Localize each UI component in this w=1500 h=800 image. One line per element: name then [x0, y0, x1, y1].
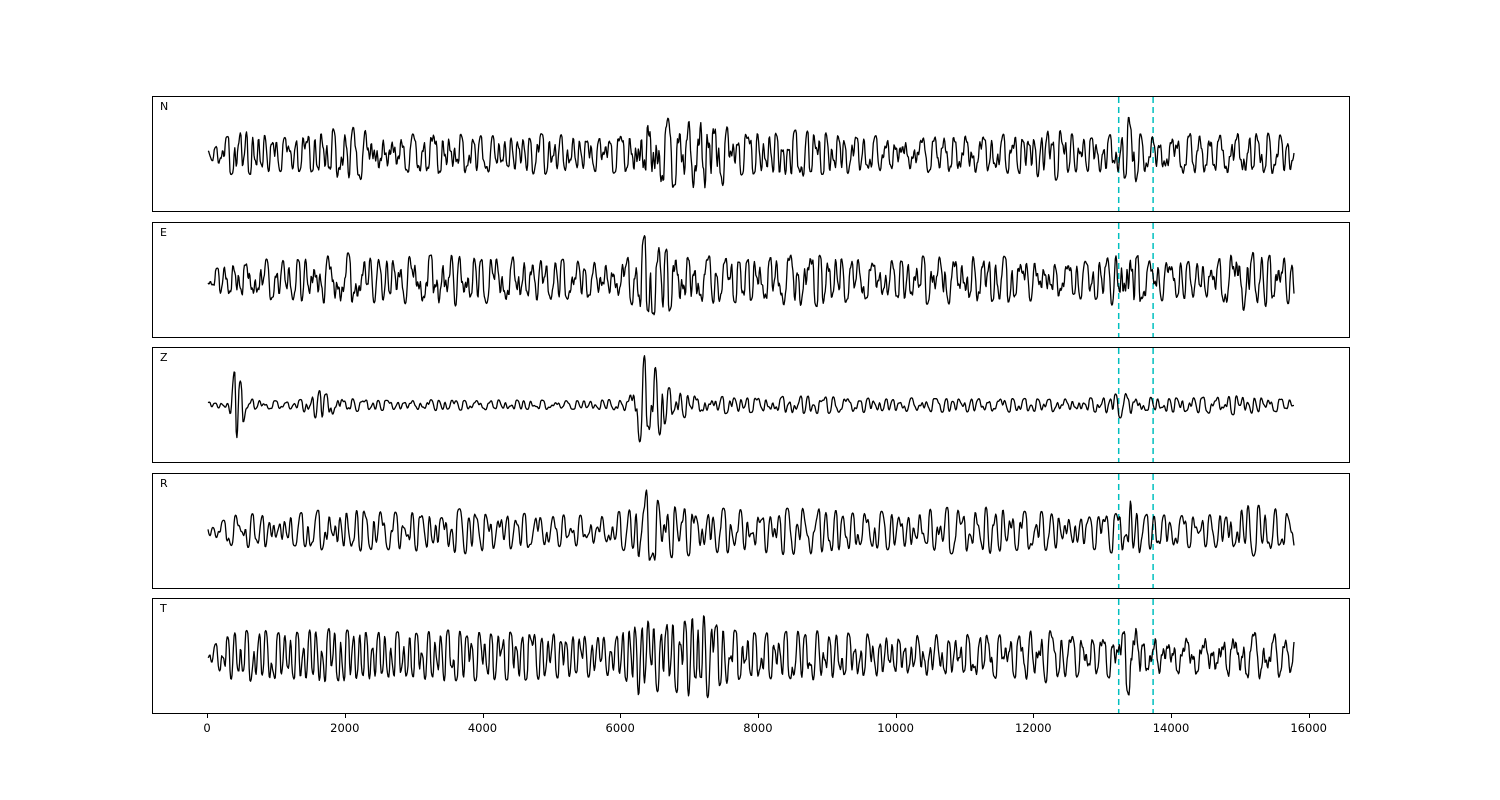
- trace-panel-Z: Z: [152, 347, 1350, 463]
- x-tick: [207, 714, 209, 718]
- trace-plot-area: [207, 223, 1295, 337]
- x-tick: [895, 714, 897, 718]
- panel-label: N: [160, 100, 169, 113]
- trace-panel-R: R: [152, 473, 1350, 589]
- waveform-trace: [207, 615, 1295, 699]
- x-tick-label: 2000: [330, 721, 360, 735]
- x-tick: [1171, 714, 1172, 718]
- x-tick-label: 6000: [605, 721, 635, 735]
- panel-label: Z: [160, 351, 168, 364]
- x-tick-label: 10000: [877, 721, 914, 735]
- trace-panel-T: T: [152, 598, 1350, 714]
- trace-panel-N: N: [152, 96, 1350, 212]
- trace-plot-area: [207, 348, 1294, 462]
- waveform-trace: [207, 235, 1295, 316]
- waveform-trace: [207, 116, 1295, 189]
- x-tick-label: 4000: [467, 721, 498, 735]
- panel-label: E: [160, 226, 167, 239]
- x-tick: [620, 714, 622, 718]
- trace-plot-area: [207, 97, 1295, 211]
- x-tick-label: 16000: [1290, 721, 1327, 735]
- waveform-trace: [207, 489, 1295, 561]
- x-tick-label: 0: [203, 721, 211, 735]
- x-axis: 0 2000 4000 6000 8000 10000 12000 14000 16000: [152, 714, 1350, 742]
- trace-panel-E: E: [152, 222, 1350, 338]
- trace-plot-area: [207, 599, 1295, 713]
- panel-label: T: [160, 602, 167, 615]
- x-tick-label: 8000: [743, 721, 773, 735]
- x-tick: [482, 714, 484, 718]
- trace-plot-area: [207, 474, 1295, 588]
- x-tick: [757, 714, 759, 718]
- x-tick: [1308, 714, 1310, 718]
- waveform-trace: [207, 355, 1294, 443]
- panel-label: R: [160, 477, 168, 490]
- x-tick: [344, 714, 346, 718]
- x-tick-label: 14000: [1152, 721, 1190, 735]
- x-tick-label: 12000: [1015, 721, 1052, 735]
- x-tick: [1033, 714, 1035, 718]
